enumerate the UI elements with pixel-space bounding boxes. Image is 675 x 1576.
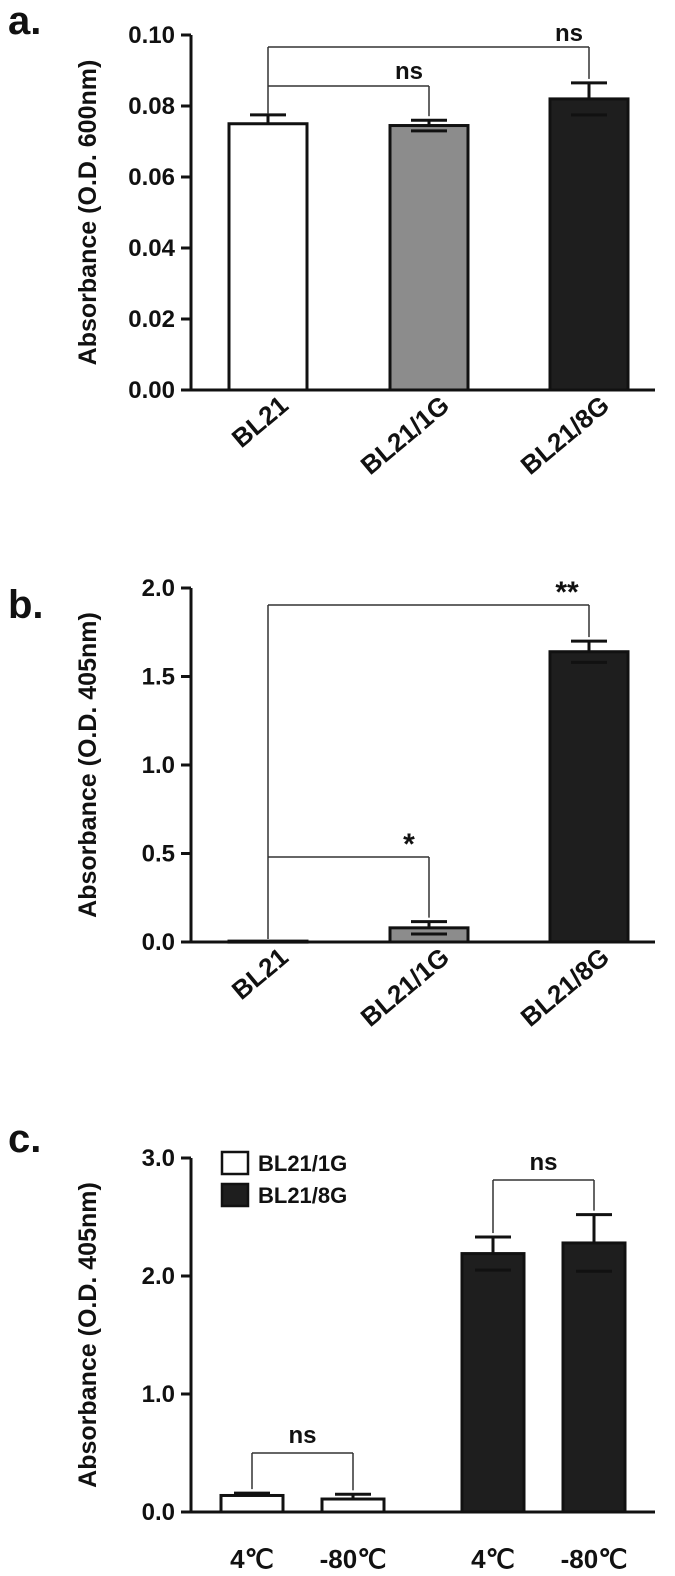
bar bbox=[219, 1493, 285, 1514]
y-tick-label: 1.5 bbox=[142, 664, 175, 691]
significance-label: ** bbox=[555, 576, 579, 609]
legend-swatch bbox=[220, 1150, 250, 1176]
x-tick-label: -80℃ bbox=[561, 1544, 628, 1574]
significance-label: ns bbox=[529, 1149, 557, 1176]
y-tick-label: 0.0 bbox=[142, 929, 175, 956]
bar bbox=[548, 97, 630, 392]
x-tick-label: BL21/1G bbox=[355, 390, 455, 481]
x-tick-label: BL21 bbox=[226, 390, 294, 454]
y-tick-label: 3.0 bbox=[142, 1145, 175, 1172]
y-tick-label: 1.0 bbox=[142, 1381, 175, 1408]
bar bbox=[320, 1497, 386, 1514]
y-tick-label: 0.5 bbox=[142, 841, 175, 868]
significance-label: * bbox=[403, 828, 415, 861]
y-axis-label: Absorbance (O.D. 600nm) bbox=[74, 60, 102, 366]
panel-letter: c. bbox=[8, 1117, 41, 1161]
chart-panel-3: c. Absorbance (O.D. 405nm) 0.0 1.0 2.0 3.0 4℃ -… bbox=[8, 1117, 655, 1574]
chart-panel-2: b. Absorbance (O.D. 405nm) 0.0 0.5 1.0 1.5 2.0… bbox=[8, 575, 655, 1032]
y-tick-label: 0.06 bbox=[128, 164, 175, 191]
panel-letter: a. bbox=[8, 0, 41, 43]
x-tick-label: -80℃ bbox=[320, 1544, 387, 1574]
x-tick-label: BL21 bbox=[226, 942, 294, 1006]
y-tick-label: 0.02 bbox=[128, 306, 175, 333]
bar bbox=[388, 124, 470, 392]
legend-swatch bbox=[220, 1182, 250, 1208]
x-tick-label: BL21/1G bbox=[355, 942, 455, 1033]
y-tick-label: 2.0 bbox=[142, 1263, 175, 1290]
x-tick-label: 4℃ bbox=[230, 1544, 274, 1574]
y-axis-label: Absorbance (O.D. 405nm) bbox=[74, 1182, 102, 1488]
bar bbox=[227, 939, 309, 944]
legend-entry: BL21/1G bbox=[258, 1151, 347, 1176]
bar bbox=[561, 1241, 627, 1514]
significance-label: ns bbox=[555, 20, 583, 47]
bar bbox=[227, 122, 309, 392]
y-tick-label: 0.10 bbox=[128, 22, 175, 49]
x-tick-label: 4℃ bbox=[471, 1544, 515, 1574]
y-tick-label: 0.08 bbox=[128, 93, 175, 120]
chart-panel-1: a. Absorbance (O.D. 600nm) 0.00 0.02 0.04 0.0… bbox=[8, 0, 655, 480]
significance-label: ns bbox=[288, 1422, 316, 1449]
y-tick-label: 0.00 bbox=[128, 377, 175, 404]
y-tick-label: 2.0 bbox=[142, 575, 175, 602]
y-axis-label: Absorbance (O.D. 405nm) bbox=[74, 612, 102, 918]
x-tick-label: BL21/8G bbox=[515, 942, 615, 1033]
y-tick-label: 1.0 bbox=[142, 752, 175, 779]
y-tick-label: 0.0 bbox=[142, 1499, 175, 1526]
panel-letter: b. bbox=[8, 583, 44, 627]
bar bbox=[548, 650, 630, 944]
significance-label: ns bbox=[395, 58, 423, 85]
legend-entry: BL21/8G bbox=[258, 1183, 347, 1208]
y-tick-label: 0.04 bbox=[128, 235, 175, 262]
x-tick-label: BL21/8G bbox=[515, 390, 615, 481]
bar bbox=[460, 1252, 526, 1514]
